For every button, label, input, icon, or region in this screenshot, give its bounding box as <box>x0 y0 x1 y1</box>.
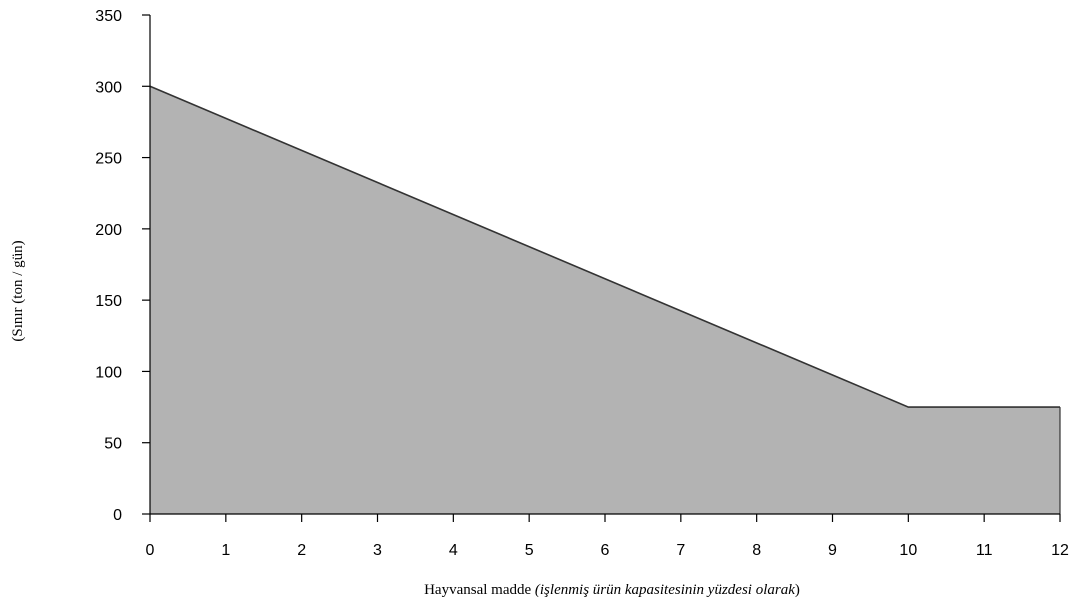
area-fill <box>150 86 1060 515</box>
x-tick-label: 8 <box>752 542 761 559</box>
x-axis-title-paren-close: ) <box>795 582 800 598</box>
x-axis-title-italic: işlenmiş ürün kapasitesinin yüzdesi olar… <box>540 582 795 598</box>
y-tick-label: 50 <box>104 436 122 453</box>
x-axis-title: Hayvansal madde (işlenmiş ürün kapasites… <box>424 582 800 598</box>
x-tick-label: 2 <box>297 542 306 559</box>
x-tick-label: 3 <box>373 542 382 559</box>
x-tick-label: 4 <box>449 542 458 559</box>
y-tick-label: 150 <box>95 293 122 310</box>
area-layer <box>149 85 1061 515</box>
y-tick-label: 200 <box>95 222 122 239</box>
x-tick-label: 7 <box>676 542 685 559</box>
x-tick-label: 1 <box>221 542 230 559</box>
x-tick-label: 6 <box>601 542 610 559</box>
x-axis-title-paren-open: ( <box>535 582 541 598</box>
x-ticks: 0 1 2 3 4 5 6 7 8 9 10 11 12 <box>146 514 1069 559</box>
x-tick-label: 0 <box>146 542 155 559</box>
x-tick-label: 10 <box>899 542 917 559</box>
x-tick-label: 5 <box>525 542 534 559</box>
y-tick-label: 0 <box>113 507 122 524</box>
y-ticks: 0 50 100 150 200 250 300 350 <box>95 8 150 524</box>
y-axis-title: (Sınır (ton / gün) <box>10 240 26 341</box>
y-tick-label: 100 <box>95 364 122 381</box>
x-tick-label: 9 <box>828 542 837 559</box>
y-tick-label: 350 <box>95 8 122 25</box>
x-tick-label: 11 <box>976 542 993 559</box>
x-tick-label: 12 <box>1051 542 1069 559</box>
y-tick-label: 250 <box>95 151 122 168</box>
y-tick-label: 300 <box>95 79 122 96</box>
series-line <box>149 85 1060 408</box>
x-axis-title-main: Hayvansal madde <box>424 582 535 598</box>
